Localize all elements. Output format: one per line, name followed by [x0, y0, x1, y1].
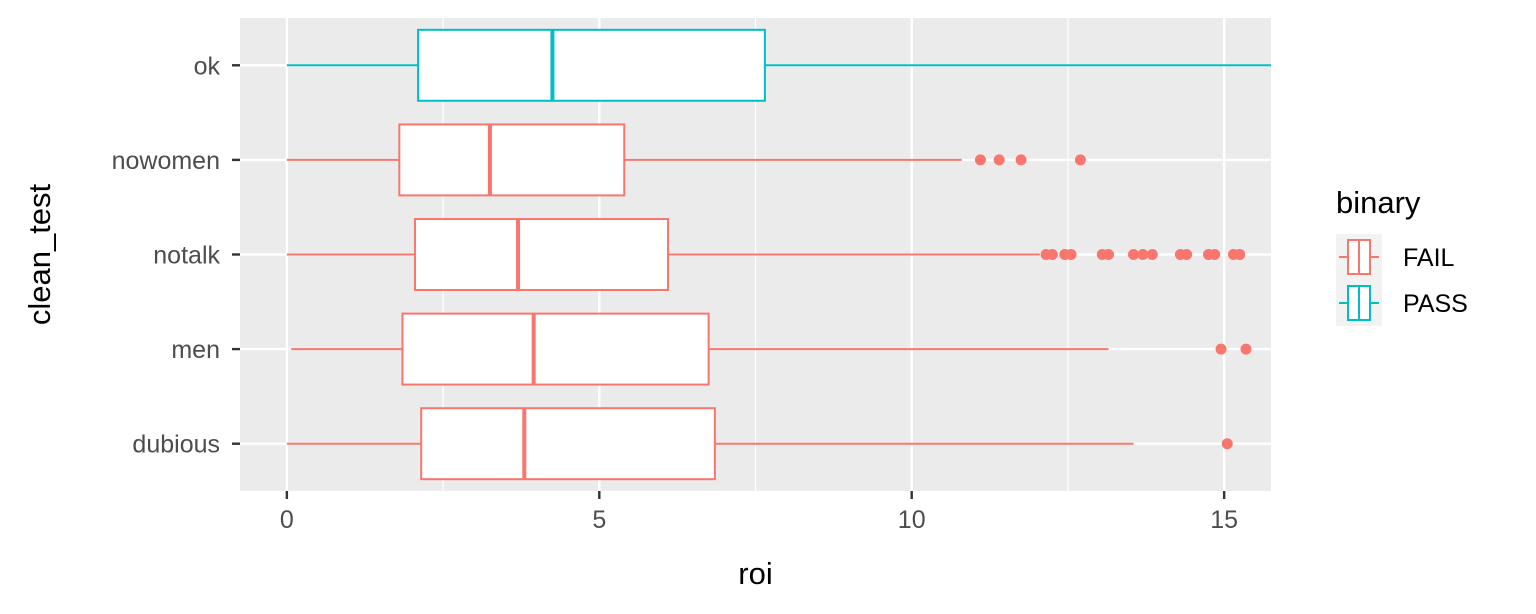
box-iqr [417, 28, 766, 102]
outlier-point [1128, 249, 1140, 260]
y-axis-title: clean_test [22, 183, 57, 325]
outlier-point [1103, 249, 1115, 260]
outlier-point [1065, 249, 1077, 260]
legend: binary FAIL PASS [1336, 185, 1468, 326]
legend-label: FAIL [1403, 244, 1455, 272]
outlier-point [993, 154, 1005, 166]
outlier-point [1074, 154, 1086, 166]
legend-label: PASS [1403, 290, 1468, 318]
y-tick-label: men [171, 336, 220, 364]
outlier-point [1046, 249, 1058, 260]
outlier-point [1015, 154, 1027, 166]
outlier-point [1181, 249, 1193, 260]
box-iqr [401, 312, 710, 386]
x-tick-label: 5 [592, 506, 606, 534]
outlier-point [1234, 249, 1246, 260]
box-iqr [398, 123, 626, 197]
legend-item-pass: PASS [1336, 280, 1468, 326]
y-tick-label: dubious [132, 431, 220, 459]
box-ok [286, 28, 1271, 102]
outlier-point [1215, 343, 1227, 355]
outlier-point [1209, 249, 1221, 260]
outlier-point [974, 154, 986, 166]
x-axis-title: roi [738, 556, 772, 591]
box-men [291, 312, 1252, 386]
box-iqr [420, 407, 716, 481]
box-notalk [286, 218, 1246, 291]
legend-item-fail: FAIL [1336, 234, 1455, 280]
y-tick-label: ok [194, 52, 221, 80]
x-tick-label: 15 [1210, 506, 1238, 534]
x-axis: 0 5 10 15 [280, 491, 1238, 534]
box-nowomen [286, 123, 1086, 197]
outlier-point [1137, 249, 1149, 260]
box-iqr [413, 218, 670, 291]
outlier-point [1221, 438, 1233, 450]
x-tick-label: 10 [898, 506, 926, 534]
y-tick-label: notalk [153, 242, 220, 270]
boxes [286, 28, 1271, 481]
y-tick-label: nowomen [112, 147, 220, 175]
box-dubious [286, 407, 1233, 481]
outlier-point [1240, 343, 1252, 355]
y-axis: dubious men notalk nowomen ok [112, 52, 240, 459]
x-tick-label: 0 [280, 506, 294, 534]
outlier-point [1146, 249, 1158, 260]
legend-title: binary [1336, 185, 1421, 220]
